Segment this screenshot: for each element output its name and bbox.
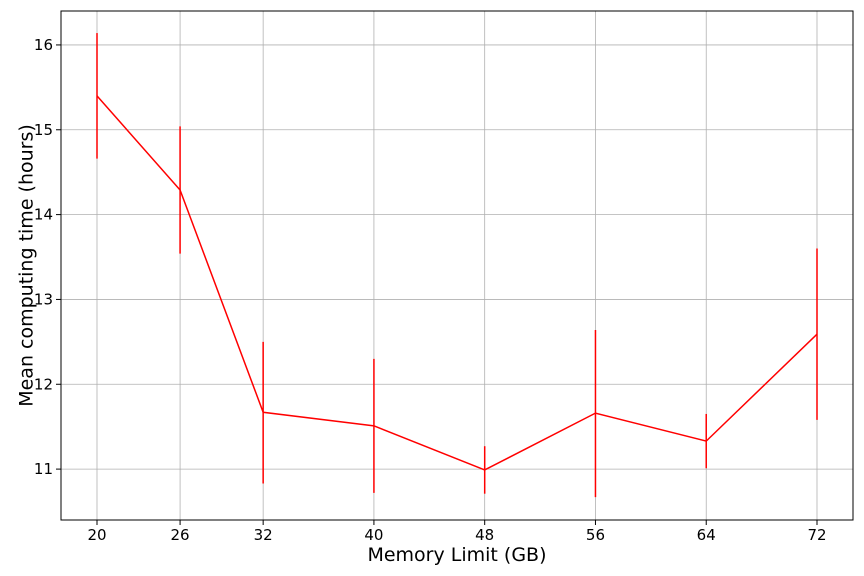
x-axis-ticks: 20 26 32 40 48 56 64 72	[87, 520, 827, 544]
x-tick-label: 32	[254, 526, 273, 544]
x-axis-label: Memory Limit (GB)	[367, 544, 546, 566]
y-tick-label: 13	[34, 290, 53, 308]
x-tick-label: 64	[697, 526, 716, 544]
y-tick-label: 16	[34, 36, 53, 54]
x-tick-label: 48	[475, 526, 494, 544]
plot-frame	[60, 10, 854, 521]
x-tick-label: 72	[807, 526, 826, 544]
x-tick-label: 40	[364, 526, 383, 544]
y-axis-label: Mean computing time (hours)	[16, 124, 38, 407]
y-tick-label: 11	[34, 460, 53, 478]
y-tick-label: 15	[34, 121, 53, 139]
x-tick-label: 56	[586, 526, 605, 544]
series-line	[96, 95, 818, 471]
y-tick-label: 14	[34, 206, 53, 224]
error-bars	[96, 33, 818, 498]
y-axis-ticks: 11 12 13 14 15 16	[34, 36, 61, 478]
series-group	[96, 95, 818, 471]
x-tick-label: 20	[87, 526, 106, 544]
y-tick-label: 12	[34, 375, 53, 393]
grid	[61, 11, 853, 520]
x-tick-label: 26	[171, 526, 190, 544]
